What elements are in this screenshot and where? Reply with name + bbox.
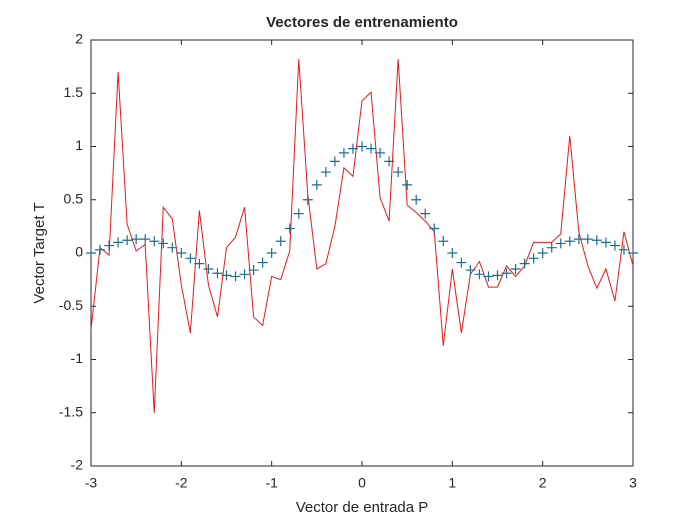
plus-marker bbox=[456, 257, 467, 268]
plus-marker bbox=[221, 270, 232, 281]
plus-marker bbox=[95, 244, 106, 255]
x-tick-label: -1 bbox=[265, 475, 278, 491]
y-axis-label: Vector Target T bbox=[31, 202, 48, 303]
plus-marker bbox=[573, 234, 584, 245]
plus-marker bbox=[167, 242, 178, 253]
plus-marker bbox=[194, 258, 205, 269]
plus-marker bbox=[420, 208, 431, 219]
plus-marker bbox=[447, 248, 458, 258]
plus-marker bbox=[320, 167, 331, 178]
plus-marker bbox=[329, 156, 340, 167]
x-tick-label: 0 bbox=[358, 475, 366, 491]
plus-marker bbox=[375, 147, 386, 158]
plus-marker bbox=[293, 208, 304, 219]
plus-marker bbox=[537, 248, 548, 258]
plus-marker bbox=[239, 269, 250, 280]
plus-marker bbox=[384, 156, 395, 167]
plus-marker bbox=[176, 248, 187, 258]
chart-title: Vectores de entrenamiento bbox=[266, 14, 458, 31]
y-tick-label: 2 bbox=[75, 31, 83, 47]
plus-marker bbox=[465, 265, 476, 276]
y-tick-label: 0.5 bbox=[64, 190, 84, 206]
plus-marker bbox=[582, 234, 593, 245]
plus-marker bbox=[411, 194, 422, 205]
plus-marker bbox=[311, 179, 322, 190]
plus-marker bbox=[347, 143, 358, 154]
y-tick-label: 1.5 bbox=[64, 84, 84, 100]
y-tick-label: -1.5 bbox=[59, 403, 83, 419]
plus-marker bbox=[230, 271, 241, 282]
plus-marker bbox=[429, 223, 440, 234]
plus-marker bbox=[555, 238, 566, 249]
plus-marker bbox=[266, 248, 277, 258]
plus-marker bbox=[393, 167, 404, 178]
plus-marker bbox=[528, 253, 539, 264]
x-tick-label: -3 bbox=[85, 475, 98, 491]
plus-marker bbox=[113, 237, 124, 248]
y-tick-label: 0 bbox=[75, 244, 83, 260]
plus-marker bbox=[131, 234, 142, 245]
plus-marker bbox=[248, 265, 259, 276]
plus-marker bbox=[104, 240, 115, 251]
plus-marker bbox=[402, 179, 413, 190]
plus-marker bbox=[86, 248, 96, 258]
plus-marker bbox=[275, 236, 286, 247]
y-tick-label: -0.5 bbox=[59, 297, 83, 313]
plus-marker bbox=[338, 147, 349, 158]
x-tick-label: 1 bbox=[448, 475, 456, 491]
plus-marker bbox=[564, 236, 575, 247]
plus-marker bbox=[546, 242, 557, 253]
plus-marker bbox=[203, 263, 214, 274]
plus-marker bbox=[492, 270, 503, 281]
y-tick-label: 1 bbox=[75, 137, 83, 153]
x-axis-label: Vector de entrada P bbox=[296, 499, 429, 516]
plus-marker bbox=[357, 141, 367, 152]
data-line bbox=[90, 59, 634, 413]
plus-marker bbox=[122, 235, 133, 246]
plus-marker bbox=[438, 236, 449, 247]
plus-marker bbox=[510, 263, 521, 274]
plus-marker bbox=[284, 223, 295, 234]
plus-marker bbox=[474, 269, 485, 280]
plus-marker bbox=[212, 268, 223, 279]
plus-marker bbox=[600, 237, 611, 248]
y-tick-label: -1 bbox=[71, 350, 84, 366]
plus-marker bbox=[628, 248, 638, 258]
plus-marker bbox=[140, 234, 151, 245]
plus-marker bbox=[519, 258, 530, 269]
y-tick-label: -2 bbox=[71, 457, 84, 473]
plus-marker bbox=[149, 236, 160, 247]
plus-marker bbox=[501, 268, 512, 279]
plus-marker bbox=[366, 143, 377, 154]
plus-marker bbox=[609, 240, 620, 251]
x-tick-label: 3 bbox=[629, 475, 637, 491]
plus-marker bbox=[257, 257, 268, 268]
plus-marker bbox=[591, 235, 602, 246]
plus-marker bbox=[618, 244, 629, 255]
plus-marker bbox=[185, 253, 196, 264]
plus-marker bbox=[302, 194, 313, 205]
plus-marker bbox=[483, 271, 494, 282]
x-tick-label: 2 bbox=[539, 475, 547, 491]
x-tick-label: -2 bbox=[175, 475, 188, 491]
plus-marker bbox=[158, 238, 169, 249]
